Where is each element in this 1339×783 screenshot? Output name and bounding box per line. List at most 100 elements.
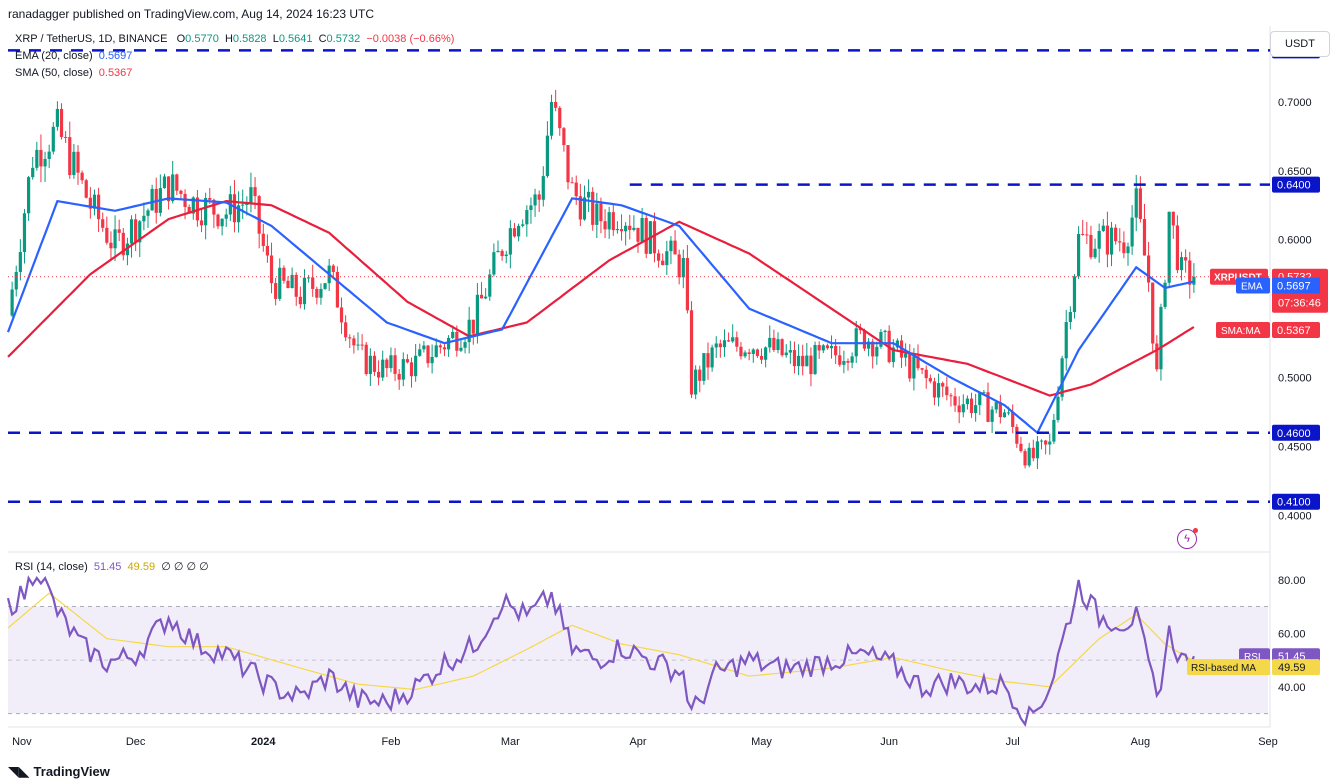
candle-body	[776, 339, 780, 351]
candle	[1163, 279, 1167, 310]
candle	[286, 276, 290, 289]
candle-body	[796, 355, 801, 367]
candle	[661, 253, 665, 266]
candle	[368, 348, 372, 387]
candle-body	[677, 254, 681, 278]
candle-body	[64, 136, 68, 138]
candle-body	[236, 205, 241, 223]
candle-body	[249, 187, 253, 204]
candle-body	[414, 355, 418, 377]
candle-body	[640, 217, 644, 242]
candle-body	[1138, 188, 1142, 219]
candle	[405, 354, 410, 364]
candle-body	[434, 345, 438, 357]
ema-legend[interactable]: EMA (20, close) 0.5697	[15, 50, 133, 62]
sma-legend[interactable]: SMA (50, close) 0.5367	[15, 67, 133, 79]
candle	[302, 269, 307, 310]
candle-body	[393, 355, 397, 374]
candle	[883, 329, 887, 343]
candle-body	[1105, 225, 1110, 255]
candle	[113, 215, 117, 261]
candle-body	[55, 108, 60, 127]
candle-body	[1122, 242, 1126, 254]
candle	[714, 336, 718, 359]
candle	[356, 332, 360, 351]
candle	[805, 343, 809, 367]
candle-body	[261, 233, 265, 246]
candle	[969, 392, 974, 418]
candle	[278, 258, 282, 302]
candle-body	[22, 213, 27, 253]
candle-body	[541, 176, 545, 200]
candle	[315, 286, 319, 305]
candle	[974, 393, 978, 422]
candle-body	[974, 405, 978, 414]
candle-body	[356, 344, 360, 346]
candle	[360, 334, 364, 351]
candle	[26, 175, 31, 221]
candle-body	[397, 373, 401, 380]
candle	[216, 213, 220, 230]
rsi-legend[interactable]: RSI (14, close) 51.45 49.59 ∅ ∅ ∅ ∅	[15, 561, 209, 573]
candle-body	[1109, 227, 1114, 255]
candle	[764, 346, 768, 368]
close-value: 0.5732	[326, 33, 361, 45]
candle	[533, 188, 537, 217]
candle-body	[113, 229, 117, 249]
candle-body	[290, 274, 294, 289]
candle-body	[31, 167, 35, 178]
candle	[673, 230, 677, 255]
rsi-ma-badge-name-label: RSI-based MA	[1191, 663, 1256, 674]
last-price-badge-label: 07:36:46	[1278, 298, 1321, 310]
candle	[825, 343, 830, 350]
candle-body	[516, 225, 521, 237]
candle-body	[1089, 234, 1093, 258]
candle-body	[1134, 188, 1138, 218]
candle	[59, 103, 64, 140]
candle	[344, 315, 348, 341]
candle-body	[1151, 282, 1155, 344]
level-badge-label: 0.4100	[1277, 497, 1311, 509]
candle-body	[212, 199, 216, 215]
candle	[945, 376, 949, 401]
candle-body	[912, 356, 916, 379]
time-tick-label: Jun	[880, 736, 898, 748]
candle	[521, 219, 525, 228]
candle	[1109, 221, 1114, 267]
tradingview-logo[interactable]: ◥◣ TradingView	[8, 763, 110, 780]
candle-body	[554, 101, 558, 108]
candle	[393, 348, 397, 382]
candle	[681, 249, 685, 289]
candle	[294, 272, 298, 306]
candle-body	[681, 258, 685, 278]
candle-body	[726, 340, 731, 342]
candle-body	[109, 242, 113, 249]
candle	[84, 178, 88, 199]
currency-unit-button[interactable]: USDT	[1270, 31, 1330, 57]
candle-body	[1027, 447, 1031, 466]
lightning-icon[interactable]: ϟ	[1177, 528, 1198, 549]
price-tick-label: 0.6000	[1278, 235, 1312, 247]
candle-body	[784, 352, 788, 356]
candle-body	[51, 126, 55, 152]
candle-body	[121, 232, 125, 256]
candle	[1011, 404, 1015, 434]
candle-body	[360, 344, 364, 346]
candle-body	[743, 352, 747, 357]
rsi-legend-value: 51.45	[93, 561, 122, 573]
candle	[1027, 442, 1031, 468]
candle-body	[710, 347, 714, 368]
candle	[632, 215, 636, 232]
candle-body	[558, 107, 562, 129]
candle	[545, 121, 550, 178]
rsi-ma-badge-value-label: 49.59	[1278, 662, 1306, 674]
candle-body	[920, 368, 924, 370]
notification-dot-icon	[1193, 528, 1198, 533]
candle-body	[241, 204, 245, 206]
candle	[479, 282, 484, 299]
candle-body	[813, 345, 817, 375]
candle-body	[1085, 234, 1089, 236]
candle-body	[488, 274, 492, 297]
